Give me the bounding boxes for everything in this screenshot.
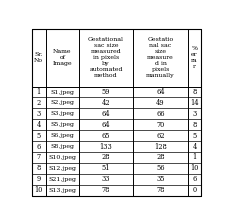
Text: 64: 64 <box>102 121 110 129</box>
Text: 78: 78 <box>102 186 110 194</box>
Text: 64: 64 <box>102 110 110 118</box>
Text: 10: 10 <box>190 164 199 172</box>
Text: S8.jpeg: S8.jpeg <box>50 144 74 149</box>
Text: 8: 8 <box>37 164 41 172</box>
Text: S5.jpeg: S5.jpeg <box>50 122 74 127</box>
Text: 78: 78 <box>156 186 165 194</box>
Text: S10.jpeg: S10.jpeg <box>48 155 76 160</box>
Text: 0: 0 <box>192 186 197 194</box>
Text: S3.jpeg: S3.jpeg <box>50 111 74 116</box>
Text: 5: 5 <box>192 132 197 140</box>
Text: 66: 66 <box>156 110 165 118</box>
Text: 49: 49 <box>156 99 165 107</box>
Text: 9: 9 <box>37 175 41 183</box>
Text: Name
of
Image: Name of Image <box>53 50 72 66</box>
Text: 8: 8 <box>192 121 197 129</box>
Text: S2.jpeg: S2.jpeg <box>50 100 74 105</box>
Text: 62: 62 <box>156 132 165 140</box>
Text: 3: 3 <box>37 110 41 118</box>
Text: 56: 56 <box>156 164 165 172</box>
Text: 133: 133 <box>100 143 112 151</box>
Text: 59: 59 <box>102 88 110 96</box>
Text: S21.jpeg: S21.jpeg <box>48 177 76 182</box>
Text: S6.jpeg: S6.jpeg <box>50 133 74 138</box>
Text: 4: 4 <box>192 143 197 151</box>
Text: S13.jpeg: S13.jpeg <box>48 188 76 192</box>
Text: %
er
ra
r: % er ra r <box>191 46 198 69</box>
Text: 3: 3 <box>192 110 197 118</box>
Text: 5: 5 <box>37 132 41 140</box>
Text: 65: 65 <box>102 132 110 140</box>
Text: 14: 14 <box>190 99 199 107</box>
Text: Gestational
sac size
measured
in pixels
by
automated
method: Gestational sac size measured in pixels … <box>88 37 124 78</box>
Text: 1: 1 <box>37 88 41 96</box>
Text: 7: 7 <box>37 153 41 161</box>
Text: 10: 10 <box>35 186 43 194</box>
Text: 128: 128 <box>154 143 167 151</box>
Text: 8: 8 <box>192 88 197 96</box>
Text: 6: 6 <box>37 143 41 151</box>
Text: Sr.
No: Sr. No <box>34 52 43 63</box>
Text: 2: 2 <box>37 99 41 107</box>
Text: 6: 6 <box>192 175 197 183</box>
Text: S12.jpeg: S12.jpeg <box>48 166 76 171</box>
Text: 33: 33 <box>102 175 110 183</box>
Text: 64: 64 <box>156 88 165 96</box>
Text: 28: 28 <box>156 153 165 161</box>
Text: 4: 4 <box>37 121 41 129</box>
Text: 42: 42 <box>102 99 110 107</box>
Text: 28: 28 <box>102 153 110 161</box>
Text: S1.jpeg: S1.jpeg <box>50 89 74 95</box>
Text: Gestatio
nal sac
size
measure
d in
pixels
manually: Gestatio nal sac size measure d in pixel… <box>146 37 175 78</box>
Text: 35: 35 <box>156 175 165 183</box>
Text: 1: 1 <box>192 153 197 161</box>
Text: 51: 51 <box>102 164 110 172</box>
Text: 70: 70 <box>156 121 165 129</box>
